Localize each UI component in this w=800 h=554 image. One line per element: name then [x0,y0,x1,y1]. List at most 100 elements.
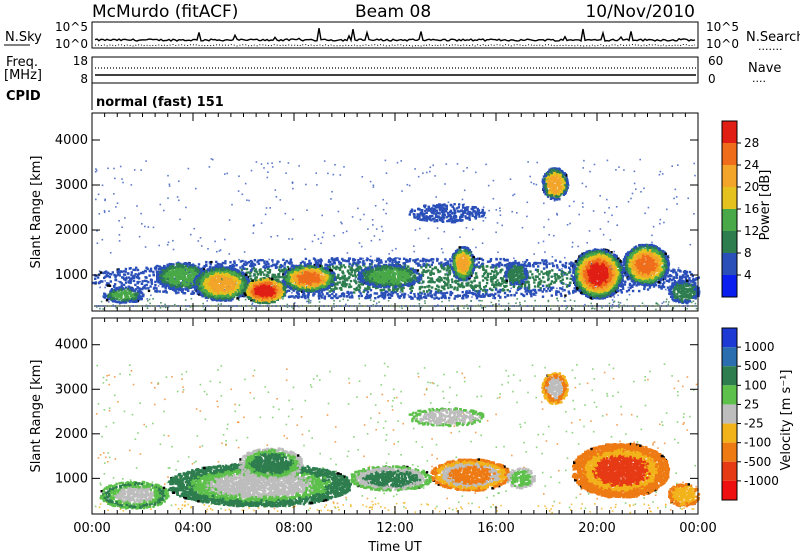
ground-scatter [582,305,583,307]
ground-scatter [591,305,592,307]
ground-scatter [481,305,482,307]
scatter-point [149,299,151,301]
scatter-point [136,205,138,207]
ground-scatter [353,305,354,307]
scatter-point [467,308,469,310]
scatter-point [422,172,424,174]
ground-scatter [228,305,229,307]
scatter-point [95,199,97,201]
scatter-point [600,228,602,230]
ground-scatter [307,305,308,307]
scatter-point [418,176,420,178]
ground-scatter [140,305,141,307]
scatter-point [347,252,349,254]
ground-scatter [349,305,350,307]
scatter-point [665,301,667,303]
ground-scatter [250,305,251,307]
scatter-point [392,250,394,252]
ground-scatter [381,305,382,307]
ground-scatter [500,305,501,307]
ground-scatter [635,305,636,307]
scatter-point [134,169,136,171]
scatter-point [512,195,514,197]
scatter-point [485,217,487,219]
scatter-point [178,200,180,202]
scatter-point [510,178,512,180]
scatter-point [108,301,110,303]
scatter-point [251,170,253,172]
scatter-point [224,239,226,241]
scatter-point [483,207,485,209]
ground-scatter [263,305,264,307]
ground-scatter [444,305,445,307]
ground-scatter [554,305,555,307]
ground-scatter [344,305,345,307]
ground-scatter [389,305,390,307]
scatter-point [226,173,228,175]
scatter-point [140,213,142,215]
ground-scatter [114,305,115,307]
ground-scatter [580,305,581,307]
ground-scatter [466,305,467,307]
ground-scatter [335,305,336,307]
scatter-point [496,209,498,211]
scatter-point [267,177,269,179]
radar-figure: McMurdo (fitACF) Beam 08 10/Nov/2010 N.S… [0,0,800,554]
ground-scatter [461,305,462,307]
scatter-point [611,215,613,217]
scatter-point [543,203,545,205]
ground-scatter [120,305,121,307]
ground-scatter [407,305,408,307]
scatter-point [160,302,162,304]
ground-scatter [359,305,360,307]
ground-scatter [671,305,672,307]
scatter-point [140,169,142,171]
cpid-label: CPID [6,89,41,104]
ground-scatter [162,305,163,307]
scatter-point [358,298,360,300]
scatter-point [139,236,141,238]
ground-scatter [505,305,506,307]
ground-scatter [675,305,676,307]
scatter-point [382,230,384,232]
scatter-point [430,167,432,169]
ground-scatter [423,305,424,307]
scatter-point [542,290,544,292]
ground-scatter [279,305,280,307]
ground-scatter [377,305,378,307]
ground-scatter [415,305,416,307]
scatter-point [388,280,390,282]
ground-scatter [674,305,675,307]
ground-scatter [145,305,146,307]
ground-scatter [475,305,476,307]
scatter-point [362,176,364,178]
ground-scatter [355,305,356,307]
scatter-point [253,225,255,227]
scatter-point [536,162,538,164]
ground-scatter [410,305,411,307]
scatter-point [160,307,162,309]
ground-scatter [640,305,641,307]
ground-scatter [608,305,609,307]
ground-scatter [117,305,118,307]
ground-scatter [474,305,475,307]
scatter-point [424,302,426,304]
scatter-point [331,191,333,193]
ground-scatter [202,305,203,307]
scatter-point [246,199,248,201]
scatter-point [200,237,202,239]
ground-scatter [431,305,432,307]
scatter-point [695,303,697,305]
scatter-point [628,201,630,203]
scatter-point [608,221,610,223]
scatter-point [529,176,531,178]
scatter-point [204,309,206,311]
scatter-point [168,242,170,244]
ground-scatter [215,305,216,307]
scatter-point [481,300,483,302]
ground-scatter [524,305,525,307]
ground-scatter [290,305,291,307]
scatter-point [315,172,317,174]
ground-scatter [190,305,191,307]
ground-scatter [297,305,298,307]
